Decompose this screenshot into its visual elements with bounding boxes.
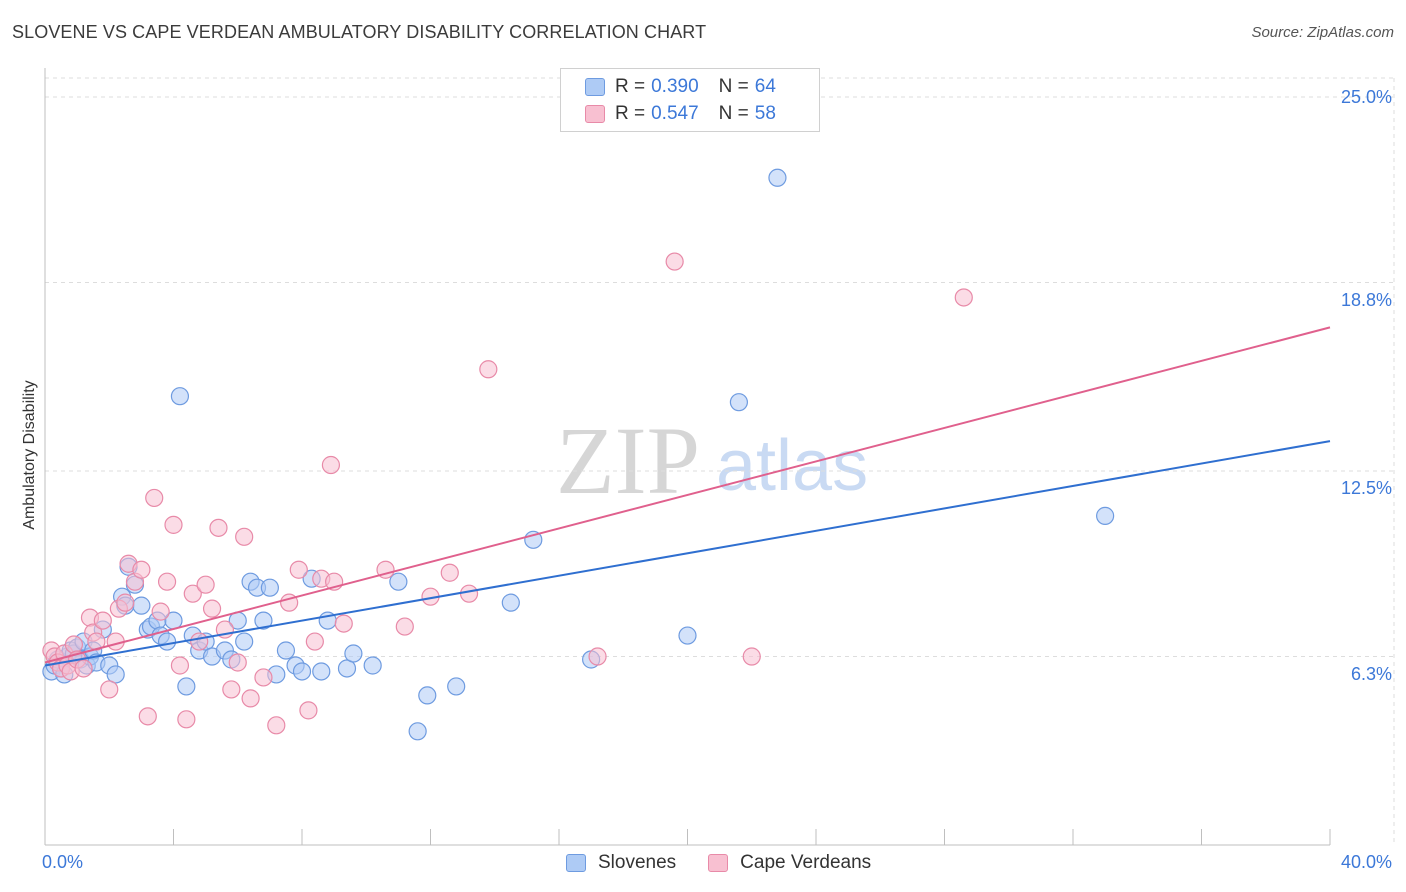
x-tick-right: 40.0%: [1340, 852, 1392, 872]
legend-box: R = 0.390 N = 64 R = 0.547 N = 58: [560, 68, 820, 132]
slovene-point: [260, 578, 279, 597]
watermark-atlas: atlas: [716, 426, 868, 506]
cape-verdean-point: [228, 653, 247, 672]
cape-verdean-point: [196, 575, 215, 594]
slovene-point: [157, 632, 177, 651]
slovene-point: [337, 659, 357, 678]
cape-verdean-point: [289, 560, 308, 579]
cape-verdean-point: [170, 656, 190, 675]
slovene-point: [729, 393, 749, 412]
y-tick-label: 12.5%: [1340, 478, 1392, 498]
cape-verdean-point: [222, 680, 241, 699]
cape-verdean-point: [334, 614, 353, 633]
legend-n-value: 64: [754, 76, 776, 97]
slovene-point: [106, 665, 125, 684]
slovene-point: [768, 168, 787, 187]
cape-verdean-point: [305, 632, 324, 651]
cape-verdean-point: [479, 360, 498, 379]
y-tick-label: 18.8%: [1340, 289, 1392, 310]
slovene-point: [292, 662, 312, 681]
watermark-zip: ZIP: [556, 407, 700, 514]
cape-verdean-point: [145, 488, 164, 508]
bottom-legend-label: Slovenes: [598, 852, 677, 873]
slovene-point: [408, 722, 427, 741]
cape-verdean-point: [241, 689, 260, 708]
cape-verdean-point: [742, 647, 761, 666]
slovene-point: [389, 572, 408, 591]
bottom-legend-cape-verdeans: Cape Verdeans: [708, 852, 871, 874]
cape-verdean-point: [93, 611, 112, 630]
legend-r-label: R =: [615, 103, 646, 124]
slovene-point: [276, 641, 296, 660]
source-label: Source: ZipAtlas.com: [1251, 24, 1394, 41]
bottom-legend-swatch-pink: [708, 854, 729, 872]
slovene-point: [254, 611, 273, 630]
cape-verdean-point: [100, 680, 119, 699]
cape-verdean-point: [164, 515, 183, 534]
slovene-point: [177, 677, 196, 696]
legend-r-value: 0.547: [651, 103, 699, 124]
cape-verdean-point: [183, 584, 202, 603]
bottom-legend-slovenes: Slovenes: [566, 852, 676, 874]
cape-verdean-point: [132, 560, 151, 579]
slovene-point: [235, 632, 254, 651]
cape-verdean-point: [157, 572, 177, 591]
slovene-point: [501, 593, 520, 612]
legend-swatch-pink: [585, 105, 605, 123]
cape-verdean-point: [321, 455, 341, 475]
cape-verdean-point: [299, 701, 318, 720]
cape-verdean-point: [209, 518, 228, 537]
cape-verdean-point: [235, 527, 254, 546]
cape-verdean-point: [665, 252, 684, 271]
slovene-point: [1096, 506, 1115, 525]
legend-r-value: 0.390: [651, 76, 699, 97]
slovene-point: [678, 626, 697, 645]
slovene-point: [132, 596, 151, 615]
slovene-point: [447, 677, 466, 696]
cape-verdean-point: [74, 659, 93, 678]
legend-row-slovenes: R = 0.390 N = 64: [585, 75, 776, 99]
cape-verdean-point: [116, 593, 135, 612]
legend-r-label: R =: [615, 76, 646, 97]
bottom-legend: Slovenes Cape Verdeans: [566, 852, 903, 874]
slovene-trendline: [44, 440, 1331, 667]
cape-verdean-point: [151, 602, 170, 621]
x-tick-left: 0.0%: [42, 852, 84, 872]
y-tick-label: 6.3%: [1350, 663, 1392, 684]
slovene-point: [363, 656, 382, 675]
cape-verdean-point: [202, 599, 222, 618]
slovene-point: [344, 644, 363, 663]
bottom-legend-swatch-blue: [566, 854, 586, 872]
cape-verdean-point: [64, 635, 84, 654]
legend-n-label: N =: [718, 103, 749, 124]
cape-verdean-point: [138, 707, 157, 726]
cape-verdean-point: [440, 563, 459, 582]
cape-verdean-point: [177, 710, 196, 729]
cape-verdean-point: [395, 617, 414, 636]
y-tick-label: 25.0%: [1340, 87, 1392, 107]
slovene-point: [312, 662, 331, 681]
chart-title: SLOVENE VS CAPE VERDEAN AMBULATORY DISAB…: [12, 22, 707, 42]
cape-verdean-point: [267, 716, 286, 735]
legend-n-label: N =: [718, 76, 749, 97]
cape-verdean-trendline: [44, 326, 1331, 664]
legend-swatch-blue: [585, 78, 605, 96]
cape-verdean-point: [190, 632, 209, 651]
cape-verdean-point: [954, 288, 973, 307]
cape-verdean-point: [459, 584, 479, 603]
cape-verdean-point: [254, 668, 273, 687]
cape-verdean-point: [588, 647, 607, 666]
legend-row-cape-verdeans: R = 0.547 N = 58: [585, 102, 776, 126]
slovene-point: [170, 387, 190, 406]
slovene-point: [418, 686, 437, 705]
legend-n-value: 58: [754, 103, 776, 124]
bottom-legend-label: Cape Verdeans: [740, 852, 872, 873]
